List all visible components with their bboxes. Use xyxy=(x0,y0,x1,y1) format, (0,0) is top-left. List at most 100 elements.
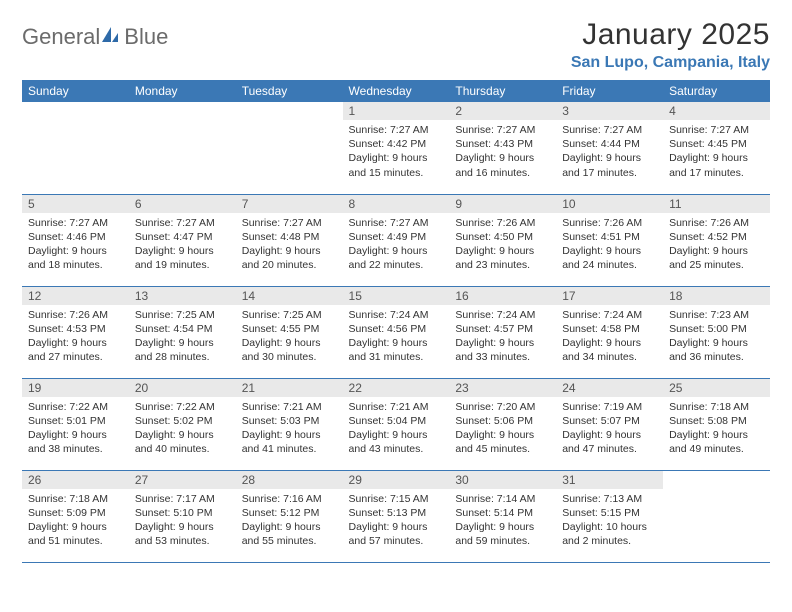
daylight-text: Daylight: 9 hours and 34 minutes. xyxy=(562,336,657,364)
day-number: 18 xyxy=(663,287,770,305)
sunrise-text: Sunrise: 7:20 AM xyxy=(455,400,550,414)
daylight-text: Daylight: 9 hours and 27 minutes. xyxy=(28,336,123,364)
calendar-cell: 23Sunrise: 7:20 AMSunset: 5:06 PMDayligh… xyxy=(449,378,556,470)
daylight-text: Daylight: 9 hours and 59 minutes. xyxy=(455,520,550,548)
day-number: 10 xyxy=(556,195,663,213)
daylight-text: Daylight: 9 hours and 25 minutes. xyxy=(669,244,764,272)
sunset-text: Sunset: 4:46 PM xyxy=(28,230,123,244)
sunset-text: Sunset: 4:52 PM xyxy=(669,230,764,244)
day-details: Sunrise: 7:27 AMSunset: 4:45 PMDaylight:… xyxy=(663,120,770,184)
sunset-text: Sunset: 4:51 PM xyxy=(562,230,657,244)
sunrise-text: Sunrise: 7:27 AM xyxy=(349,123,444,137)
day-number: 23 xyxy=(449,379,556,397)
calendar-cell: 11Sunrise: 7:26 AMSunset: 4:52 PMDayligh… xyxy=(663,194,770,286)
day-details: Sunrise: 7:26 AMSunset: 4:51 PMDaylight:… xyxy=(556,213,663,277)
header: General Blue January 2025 San Lupo, Camp… xyxy=(22,18,770,72)
sunset-text: Sunset: 5:15 PM xyxy=(562,506,657,520)
calendar-cell: 3Sunrise: 7:27 AMSunset: 4:44 PMDaylight… xyxy=(556,102,663,194)
day-details: Sunrise: 7:21 AMSunset: 5:04 PMDaylight:… xyxy=(343,397,450,461)
calendar-cell: 27Sunrise: 7:17 AMSunset: 5:10 PMDayligh… xyxy=(129,470,236,562)
day-details: Sunrise: 7:22 AMSunset: 5:02 PMDaylight:… xyxy=(129,397,236,461)
sunrise-text: Sunrise: 7:24 AM xyxy=(349,308,444,322)
daylight-text: Daylight: 9 hours and 20 minutes. xyxy=(242,244,337,272)
weekday-header: Sunday xyxy=(22,80,129,102)
sunrise-text: Sunrise: 7:24 AM xyxy=(455,308,550,322)
sunset-text: Sunset: 5:09 PM xyxy=(28,506,123,520)
sunset-text: Sunset: 4:55 PM xyxy=(242,322,337,336)
sunrise-text: Sunrise: 7:21 AM xyxy=(349,400,444,414)
day-number xyxy=(22,102,129,120)
calendar-cell: 25Sunrise: 7:18 AMSunset: 5:08 PMDayligh… xyxy=(663,378,770,470)
daylight-text: Daylight: 9 hours and 23 minutes. xyxy=(455,244,550,272)
sunrise-text: Sunrise: 7:18 AM xyxy=(669,400,764,414)
day-details: Sunrise: 7:24 AMSunset: 4:58 PMDaylight:… xyxy=(556,305,663,369)
daylight-text: Daylight: 10 hours and 2 minutes. xyxy=(562,520,657,548)
sunset-text: Sunset: 4:56 PM xyxy=(349,322,444,336)
day-number: 12 xyxy=(22,287,129,305)
daylight-text: Daylight: 9 hours and 16 minutes. xyxy=(455,151,550,179)
calendar-cell: 6Sunrise: 7:27 AMSunset: 4:47 PMDaylight… xyxy=(129,194,236,286)
sunset-text: Sunset: 4:48 PM xyxy=(242,230,337,244)
daylight-text: Daylight: 9 hours and 22 minutes. xyxy=(349,244,444,272)
calendar-cell: 20Sunrise: 7:22 AMSunset: 5:02 PMDayligh… xyxy=(129,378,236,470)
sunset-text: Sunset: 4:49 PM xyxy=(349,230,444,244)
calendar-cell: 7Sunrise: 7:27 AMSunset: 4:48 PMDaylight… xyxy=(236,194,343,286)
calendar-cell: 17Sunrise: 7:24 AMSunset: 4:58 PMDayligh… xyxy=(556,286,663,378)
calendar-cell: 4Sunrise: 7:27 AMSunset: 4:45 PMDaylight… xyxy=(663,102,770,194)
day-number: 25 xyxy=(663,379,770,397)
brand-name-2: Blue xyxy=(124,24,168,50)
day-details: Sunrise: 7:22 AMSunset: 5:01 PMDaylight:… xyxy=(22,397,129,461)
calendar-week: 5Sunrise: 7:27 AMSunset: 4:46 PMDaylight… xyxy=(22,194,770,286)
sunset-text: Sunset: 4:50 PM xyxy=(455,230,550,244)
day-number: 21 xyxy=(236,379,343,397)
day-details: Sunrise: 7:27 AMSunset: 4:44 PMDaylight:… xyxy=(556,120,663,184)
calendar-cell: 13Sunrise: 7:25 AMSunset: 4:54 PMDayligh… xyxy=(129,286,236,378)
day-details: Sunrise: 7:17 AMSunset: 5:10 PMDaylight:… xyxy=(129,489,236,553)
sunrise-text: Sunrise: 7:19 AM xyxy=(562,400,657,414)
daylight-text: Daylight: 9 hours and 28 minutes. xyxy=(135,336,230,364)
sunrise-text: Sunrise: 7:26 AM xyxy=(28,308,123,322)
day-number: 1 xyxy=(343,102,450,120)
day-number: 6 xyxy=(129,195,236,213)
daylight-text: Daylight: 9 hours and 43 minutes. xyxy=(349,428,444,456)
day-details: Sunrise: 7:26 AMSunset: 4:52 PMDaylight:… xyxy=(663,213,770,277)
day-number: 11 xyxy=(663,195,770,213)
day-number: 14 xyxy=(236,287,343,305)
calendar-cell: 10Sunrise: 7:26 AMSunset: 4:51 PMDayligh… xyxy=(556,194,663,286)
calendar-week: 1Sunrise: 7:27 AMSunset: 4:42 PMDaylight… xyxy=(22,102,770,194)
calendar-grid: Sunday Monday Tuesday Wednesday Thursday… xyxy=(22,80,770,563)
day-details: Sunrise: 7:24 AMSunset: 4:56 PMDaylight:… xyxy=(343,305,450,369)
daylight-text: Daylight: 9 hours and 41 minutes. xyxy=(242,428,337,456)
calendar-page: General Blue January 2025 San Lupo, Camp… xyxy=(0,0,792,573)
sunrise-text: Sunrise: 7:18 AM xyxy=(28,492,123,506)
day-number: 22 xyxy=(343,379,450,397)
calendar-week: 26Sunrise: 7:18 AMSunset: 5:09 PMDayligh… xyxy=(22,470,770,562)
day-details: Sunrise: 7:15 AMSunset: 5:13 PMDaylight:… xyxy=(343,489,450,553)
daylight-text: Daylight: 9 hours and 36 minutes. xyxy=(669,336,764,364)
day-number xyxy=(663,471,770,489)
daylight-text: Daylight: 9 hours and 19 minutes. xyxy=(135,244,230,272)
calendar-cell: 5Sunrise: 7:27 AMSunset: 4:46 PMDaylight… xyxy=(22,194,129,286)
day-number: 30 xyxy=(449,471,556,489)
calendar-week: 19Sunrise: 7:22 AMSunset: 5:01 PMDayligh… xyxy=(22,378,770,470)
day-number: 19 xyxy=(22,379,129,397)
daylight-text: Daylight: 9 hours and 47 minutes. xyxy=(562,428,657,456)
calendar-week: 12Sunrise: 7:26 AMSunset: 4:53 PMDayligh… xyxy=(22,286,770,378)
sunrise-text: Sunrise: 7:27 AM xyxy=(455,123,550,137)
sunset-text: Sunset: 4:58 PM xyxy=(562,322,657,336)
calendar-cell: 15Sunrise: 7:24 AMSunset: 4:56 PMDayligh… xyxy=(343,286,450,378)
sunset-text: Sunset: 5:08 PM xyxy=(669,414,764,428)
sunrise-text: Sunrise: 7:27 AM xyxy=(28,216,123,230)
calendar-cell xyxy=(236,102,343,194)
calendar-cell xyxy=(129,102,236,194)
daylight-text: Daylight: 9 hours and 17 minutes. xyxy=(562,151,657,179)
sunset-text: Sunset: 5:06 PM xyxy=(455,414,550,428)
sunset-text: Sunset: 5:01 PM xyxy=(28,414,123,428)
day-details: Sunrise: 7:27 AMSunset: 4:47 PMDaylight:… xyxy=(129,213,236,277)
daylight-text: Daylight: 9 hours and 53 minutes. xyxy=(135,520,230,548)
day-number: 29 xyxy=(343,471,450,489)
daylight-text: Daylight: 9 hours and 17 minutes. xyxy=(669,151,764,179)
day-details: Sunrise: 7:19 AMSunset: 5:07 PMDaylight:… xyxy=(556,397,663,461)
weekday-header: Monday xyxy=(129,80,236,102)
sunrise-text: Sunrise: 7:26 AM xyxy=(669,216,764,230)
